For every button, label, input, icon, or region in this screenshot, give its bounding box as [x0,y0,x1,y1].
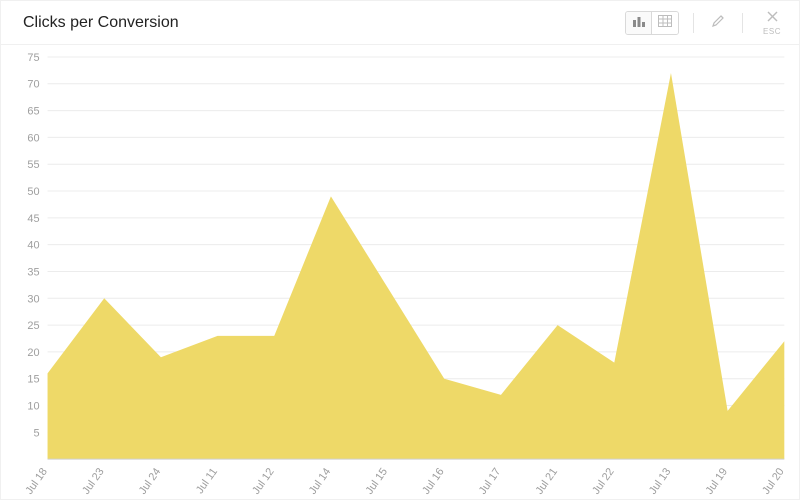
svg-text:Jul 14: Jul 14 [307,466,334,497]
svg-text:70: 70 [27,79,39,91]
table-view-button[interactable] [652,12,678,34]
svg-text:60: 60 [27,132,39,144]
svg-text:35: 35 [27,266,39,278]
close-hint-label: ESC [763,27,781,36]
bar-chart-icon [632,14,646,32]
svg-text:65: 65 [27,106,39,118]
panel-title: Clicks per Conversion [23,14,179,32]
svg-text:Jul 19: Jul 19 [704,466,731,497]
svg-text:Jul 18: Jul 18 [23,466,50,497]
svg-text:Jul 15: Jul 15 [363,466,390,497]
svg-text:25: 25 [27,320,39,332]
svg-text:Jul 22: Jul 22 [590,466,617,497]
svg-text:Jul 20: Jul 20 [760,466,787,497]
svg-text:5: 5 [33,427,39,439]
svg-text:Jul 11: Jul 11 [194,466,220,496]
svg-text:Jul 24: Jul 24 [137,466,164,497]
svg-text:45: 45 [27,213,39,225]
svg-text:Jul 12: Jul 12 [250,466,277,497]
svg-text:10: 10 [27,401,39,413]
svg-text:75: 75 [27,52,39,64]
svg-text:50: 50 [27,186,39,198]
toolbar-divider [693,13,694,33]
svg-text:Jul 16: Jul 16 [420,466,447,497]
svg-text:20: 20 [27,347,39,359]
chart-view-button[interactable] [626,12,652,34]
view-toggle-group [625,11,679,35]
pencil-icon [711,13,726,33]
panel-toolbar: ESC [625,10,781,36]
svg-text:Jul 23: Jul 23 [80,466,107,497]
svg-text:40: 40 [27,240,39,252]
close-icon [766,10,779,26]
svg-text:15: 15 [27,374,39,386]
close-button[interactable]: ESC [763,10,781,36]
panel-header: Clicks per Conversion [1,1,799,45]
svg-text:55: 55 [27,159,39,171]
area-chart: 5 10 15 20 25 30 35 40 45 50 55 60 65 70 75 Jul 18 Jul 2… [1,45,799,499]
table-icon [658,14,672,32]
svg-text:30: 30 [27,293,39,305]
svg-text:Jul 21: Jul 21 [533,466,560,497]
svg-text:Jul 17: Jul 17 [477,466,504,497]
edit-button[interactable] [708,13,728,33]
chart-area: 5 10 15 20 25 30 35 40 45 50 55 60 65 70 75 Jul 18 Jul 2… [1,45,799,499]
toolbar-divider [742,13,743,33]
svg-text:Jul 13: Jul 13 [647,466,674,497]
chart-panel: Clicks per Conversion [0,0,800,500]
